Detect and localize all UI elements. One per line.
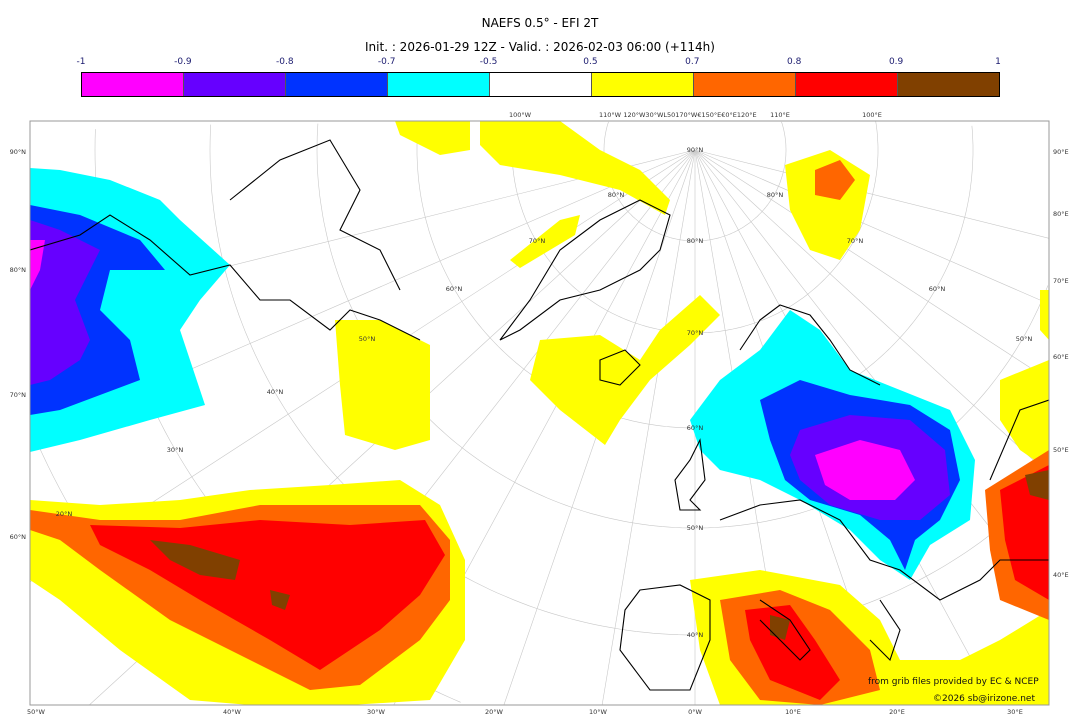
axis-label: 120°W30°WL50170°W€150°E€0°E120°E xyxy=(623,111,756,119)
colorbar-tick-label: -0.8 xyxy=(275,57,294,67)
axis-label: 100°W xyxy=(509,111,532,119)
axis-label: 60°N xyxy=(687,424,704,432)
axis-label: 20°N xyxy=(56,510,73,518)
axis-label: 50°W xyxy=(27,708,46,716)
axis-label: 50°E xyxy=(1053,446,1069,454)
axis-label: 80°N xyxy=(767,191,784,199)
axis-label: 80°N xyxy=(10,266,27,274)
anomaly-cold-alaska-purple xyxy=(30,220,100,385)
colorbar-tick-label: 0.8 xyxy=(787,57,802,67)
axis-label: 30°E xyxy=(1007,708,1023,716)
axis-label: 0°W xyxy=(688,708,702,716)
colorbar-swatch xyxy=(796,73,898,96)
colorbar-swatch xyxy=(184,73,286,96)
axis-label: 60°E xyxy=(1053,353,1069,361)
axis-label: 70°N xyxy=(10,391,27,399)
latitude-circle xyxy=(511,121,695,334)
chart-subtitle: Init. : 2026-01-29 12Z - Valid. : 2026-0… xyxy=(365,40,715,54)
colorbar-swatch xyxy=(82,73,184,96)
axis-label: 40°N xyxy=(267,388,284,396)
axis-label: 40°W xyxy=(223,708,242,716)
anomaly-warm-greenland-yellow xyxy=(510,215,580,268)
anomaly-warm-east-yellow xyxy=(1000,290,1049,470)
axis-label: 110°E xyxy=(770,111,790,119)
axis-label: 20°E xyxy=(889,708,905,716)
axis-label: 60°N xyxy=(446,285,463,293)
axis-label: 80°N xyxy=(687,237,704,245)
anomaly-cold-alaska-magenta xyxy=(30,240,45,290)
axis-label: 70°N xyxy=(687,329,704,337)
axis-label: 50°N xyxy=(1016,335,1033,343)
axis-label: 90°E xyxy=(1053,148,1069,156)
colorbar-tick-label: -1 xyxy=(76,57,86,67)
axis-label: 60°N xyxy=(10,533,27,541)
colorbar-swatch xyxy=(592,73,694,96)
colorbar-tick-label: -0.9 xyxy=(174,57,192,67)
colorbar-tick-label: -0.5 xyxy=(479,57,498,67)
axis-label: 60°N xyxy=(929,285,946,293)
axis-label: 30°N xyxy=(167,446,184,454)
anomaly-cold-europe-magenta xyxy=(815,440,915,500)
anomaly-warm-red xyxy=(745,465,1049,700)
colorbar-tick-label: 1 xyxy=(995,57,1001,67)
colorbar-swatch xyxy=(694,73,796,96)
axis-label: 80°E xyxy=(1053,210,1069,218)
axis-label: 100°E xyxy=(862,111,882,119)
colorbar-swatch xyxy=(388,73,490,96)
axis-label: 70°E xyxy=(1053,277,1069,285)
axis-label: 50°N xyxy=(687,524,704,532)
meridian-line xyxy=(601,149,696,705)
anomaly-warm-iceland-yellow xyxy=(530,295,720,445)
meridian-line xyxy=(694,149,1049,305)
anomaly-warm-kara-orange xyxy=(815,160,855,200)
axis-label: 40°E xyxy=(1053,571,1069,579)
colorbar-tick-label: -0.7 xyxy=(377,57,396,67)
meridian-line xyxy=(694,149,1049,239)
colorbar-tick-label: 0.9 xyxy=(888,57,904,67)
anomaly-warm-arctic-yellow xyxy=(395,121,670,215)
axis-label: 70°N xyxy=(847,237,864,245)
axis-label: 10°W xyxy=(589,708,608,716)
latitude-circle xyxy=(695,121,879,334)
colorbar-tick-label: 0.5 xyxy=(583,57,598,67)
axis-label: 90°N xyxy=(10,148,27,156)
meridian-line xyxy=(694,149,1049,475)
axis-label: 70°N xyxy=(529,237,546,245)
latitude-circle xyxy=(209,124,696,636)
axis-label: 40°N xyxy=(687,631,704,639)
axis-label: 10°E xyxy=(785,708,801,716)
axis-label: 30°W xyxy=(367,708,386,716)
meridian-line xyxy=(694,149,1049,381)
coastlines xyxy=(30,139,1049,691)
latitude-circle xyxy=(603,121,695,242)
axis-label: 110°W xyxy=(599,111,622,119)
colorbar-tick-label: 0.7 xyxy=(685,57,700,67)
colorbar-swatch xyxy=(490,73,592,96)
chart-title: NAEFS 0.5° - EFI 2T xyxy=(481,16,599,30)
axis-label: 50°N xyxy=(359,335,376,343)
anomaly-warm-atlantic-brown xyxy=(150,540,290,610)
colorbar xyxy=(81,72,1000,97)
colorbar-swatch xyxy=(286,73,388,96)
latitude-circle xyxy=(695,121,787,242)
anomaly-warm-labrador-yellow xyxy=(335,320,430,450)
map-frame xyxy=(29,120,1050,706)
axis-label: 20°W xyxy=(485,708,504,716)
axis-label: 80°N xyxy=(608,191,625,199)
credit-source: from grib files provided by EC & NCEP xyxy=(868,677,1039,687)
axis-label: 90°N xyxy=(687,146,704,154)
colorbar-swatch xyxy=(898,73,999,96)
credit-copyright: ©2026 sb@irizone.net xyxy=(933,694,1035,704)
